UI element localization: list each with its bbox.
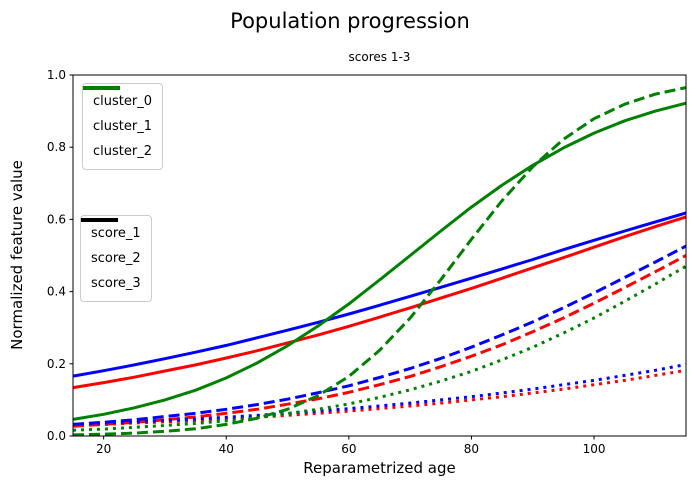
legend-item-cluster_1: cluster_1 [83, 86, 152, 139]
legend-item-label: score_1 [91, 226, 141, 241]
series-cluster_0_score_1 [72, 215, 687, 390]
y-tick-label: 0.2 [47, 357, 66, 371]
x-tick-label: 100 [583, 442, 606, 456]
series-cluster_0_score_3 [72, 368, 687, 427]
y-tick-label: 0.6 [47, 212, 66, 226]
series-cluster_1_score_1 [72, 211, 687, 378]
figure-title: Population progression [230, 9, 470, 33]
x-axis-label: Reparametrized age [303, 459, 456, 477]
legend-clusters: cluster_0 cluster_1 cluster_2 [82, 83, 163, 170]
x-tick-label: 40 [219, 442, 234, 456]
legend-item-label: score_3 [91, 276, 141, 291]
series-cluster_1_score_3 [72, 363, 687, 426]
axes-spines [72, 74, 687, 437]
y-tick-label: 0.4 [47, 285, 66, 299]
legend-item-score_2: score_2 [81, 218, 141, 271]
legend-item-label: cluster_1 [93, 119, 152, 134]
y-axis-label: Normalized feature value [8, 160, 26, 350]
series-cluster_0_score_2 [72, 254, 687, 428]
y-tick-label: 0.8 [47, 140, 66, 154]
series-cluster_2_score_2 [72, 86, 687, 437]
y-tick-label: 0.0 [47, 429, 66, 443]
legend-scores: score_1 score_2 score_3 [80, 215, 152, 302]
legend-item-label: score_2 [91, 251, 141, 266]
series-cluster_2_score_1 [72, 101, 687, 421]
legend-line-sample-solid [83, 86, 120, 90]
legend-line-sample-dashed [81, 218, 118, 222]
x-tick-label: 60 [341, 442, 356, 456]
legend-item-label: cluster_0 [93, 94, 152, 109]
legend-item-cluster_0: cluster_0 [83, 86, 152, 114]
axes-title: scores 1-3 [348, 50, 411, 64]
legend-item-cluster_2: cluster_2 [83, 86, 152, 164]
legend-item-label: cluster_2 [93, 144, 152, 159]
x-tick-label: 80 [464, 442, 479, 456]
y-tick-label: 1.0 [47, 68, 66, 82]
legend-item-score_3: score_3 [81, 218, 141, 296]
legend-line-sample-dotted [81, 218, 118, 222]
x-tick-label: 20 [96, 442, 111, 456]
legend-item-score_1: score_1 [81, 218, 141, 246]
series-cluster_1_score_2 [72, 244, 687, 426]
